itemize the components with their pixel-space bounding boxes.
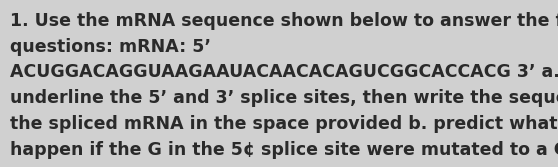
- Text: ACUGGACAGGUAAGAAUACAACACAGUCGGCACCACG 3’ a.: ACUGGACAGGUAAGAAUACAACACAGUCGGCACCACG 3’…: [10, 63, 558, 81]
- Text: underline the 5’ and 3’ splice sites, then write the sequence of: underline the 5’ and 3’ splice sites, th…: [10, 89, 558, 107]
- Text: questions: mRNA: 5’: questions: mRNA: 5’: [10, 38, 211, 56]
- Text: 1. Use the mRNA sequence shown below to answer the following: 1. Use the mRNA sequence shown below to …: [10, 12, 558, 30]
- Text: the spliced mRNA in the space provided b. predict what would: the spliced mRNA in the space provided b…: [10, 115, 558, 133]
- Text: happen if the G in the 5¢ splice site were mutated to a C: happen if the G in the 5¢ splice site we…: [10, 141, 558, 159]
